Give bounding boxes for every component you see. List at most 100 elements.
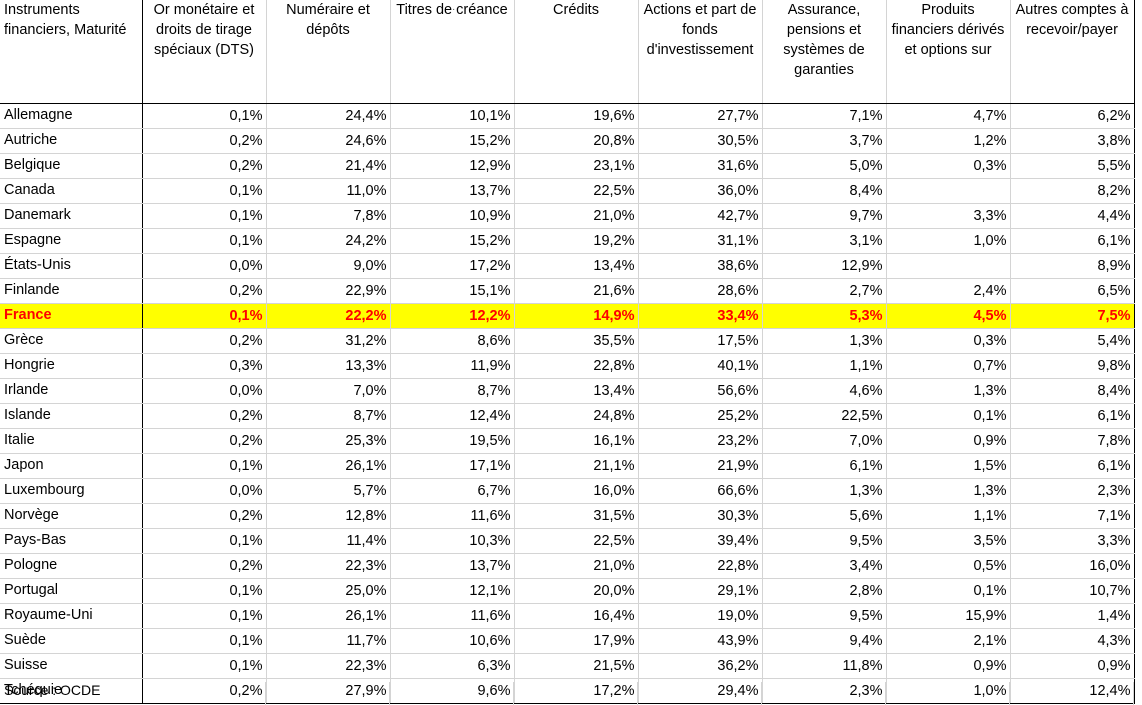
country-cell[interactable]: Pays-Bas	[0, 528, 143, 554]
value-cell[interactable]: 19,2%	[514, 228, 639, 254]
header-cell[interactable]: Instruments financiers, Maturité	[0, 0, 143, 104]
value-cell[interactable]: 7,0%	[266, 378, 391, 404]
country-cell[interactable]: Islande	[0, 403, 143, 429]
value-cell[interactable]: 6,2%	[1010, 103, 1135, 129]
value-cell[interactable]: 25,3%	[266, 428, 391, 454]
value-cell[interactable]: 6,7%	[390, 478, 515, 504]
value-cell[interactable]: 3,8%	[1010, 128, 1135, 154]
value-cell[interactable]	[886, 253, 1011, 279]
value-cell[interactable]: 0,5%	[886, 553, 1011, 579]
value-cell[interactable]: 13,4%	[514, 253, 639, 279]
country-cell[interactable]: Tchéquie	[0, 678, 143, 704]
value-cell[interactable]: 31,5%	[514, 503, 639, 529]
value-cell[interactable]: 33,4%	[638, 303, 763, 329]
value-cell[interactable]: 16,0%	[1010, 553, 1135, 579]
value-cell[interactable]: 36,2%	[638, 653, 763, 679]
value-cell[interactable]: 24,2%	[266, 228, 391, 254]
value-cell[interactable]: 10,6%	[390, 628, 515, 654]
value-cell[interactable]: 5,3%	[762, 303, 887, 329]
value-cell[interactable]: 11,7%	[266, 628, 391, 654]
header-cell[interactable]: · Crédits	[514, 0, 639, 104]
value-cell[interactable]: 7,8%	[266, 203, 391, 229]
value-cell[interactable]: 22,2%	[266, 303, 391, 329]
value-cell[interactable]: 19,0%	[638, 603, 763, 629]
value-cell[interactable]: 4,7%	[886, 103, 1011, 129]
value-cell[interactable]: 22,5%	[514, 528, 639, 554]
value-cell[interactable]: 7,1%	[762, 103, 887, 129]
value-cell[interactable]: 0,2%	[142, 128, 267, 154]
value-cell[interactable]: 0,3%	[886, 328, 1011, 354]
value-cell[interactable]: 17,5%	[638, 328, 763, 354]
value-cell[interactable]: 20,8%	[514, 128, 639, 154]
value-cell[interactable]: 6,3%	[390, 653, 515, 679]
value-cell[interactable]: 7,5%	[1010, 303, 1135, 329]
value-cell[interactable]: 19,6%	[514, 103, 639, 129]
value-cell[interactable]: 9,5%	[762, 528, 887, 554]
value-cell[interactable]: 29,4%	[638, 678, 763, 704]
country-cell[interactable]: Allemagne	[0, 103, 143, 129]
value-cell[interactable]: 6,1%	[1010, 228, 1135, 254]
country-cell[interactable]: Luxembourg	[0, 478, 143, 504]
header-cell[interactable]: · Assurance, pensions et systèmes de gara…	[762, 0, 887, 104]
value-cell[interactable]: 1,0%	[886, 228, 1011, 254]
value-cell[interactable]: 0,1%	[886, 403, 1011, 429]
value-cell[interactable]: 0,0%	[142, 253, 267, 279]
value-cell[interactable]: 2,7%	[762, 278, 887, 304]
value-cell[interactable]: 6,1%	[762, 453, 887, 479]
value-cell[interactable]: 3,4%	[762, 553, 887, 579]
value-cell[interactable]: 15,1%	[390, 278, 515, 304]
value-cell[interactable]: 22,3%	[266, 653, 391, 679]
country-cell[interactable]: Italie	[0, 428, 143, 454]
country-cell[interactable]: Norvège	[0, 503, 143, 529]
value-cell[interactable]: 8,2%	[1010, 178, 1135, 204]
value-cell[interactable]: 0,0%	[142, 378, 267, 404]
value-cell[interactable]: 1,4%	[1010, 603, 1135, 629]
header-cell[interactable]: · Produits financiers dérivés et options …	[886, 0, 1011, 104]
value-cell[interactable]: 0,3%	[142, 353, 267, 379]
value-cell[interactable]: 22,8%	[638, 553, 763, 579]
value-cell[interactable]: 17,1%	[390, 453, 515, 479]
value-cell[interactable]: 2,3%	[1010, 478, 1135, 504]
value-cell[interactable]: 9,7%	[762, 203, 887, 229]
country-cell[interactable]: Canada	[0, 178, 143, 204]
value-cell[interactable]: 4,5%	[886, 303, 1011, 329]
value-cell[interactable]: 0,3%	[886, 153, 1011, 179]
value-cell[interactable]: 0,1%	[886, 578, 1011, 604]
value-cell[interactable]: 3,1%	[762, 228, 887, 254]
country-cell[interactable]: Autriche	[0, 128, 143, 154]
value-cell[interactable]: 13,4%	[514, 378, 639, 404]
value-cell[interactable]: 0,1%	[142, 603, 267, 629]
value-cell[interactable]: 26,1%	[266, 453, 391, 479]
value-cell[interactable]: 0,2%	[142, 403, 267, 429]
value-cell[interactable]: 0,0%	[142, 478, 267, 504]
value-cell[interactable]: 14,9%	[514, 303, 639, 329]
value-cell[interactable]: 39,4%	[638, 528, 763, 554]
value-cell[interactable]: 9,6%	[390, 678, 515, 704]
value-cell[interactable]: 30,3%	[638, 503, 763, 529]
country-cell[interactable]: Finlande	[0, 278, 143, 304]
value-cell[interactable]: 9,5%	[762, 603, 887, 629]
value-cell[interactable]: 11,0%	[266, 178, 391, 204]
value-cell[interactable]: 7,8%	[1010, 428, 1135, 454]
value-cell[interactable]: 56,6%	[638, 378, 763, 404]
value-cell[interactable]: 21,4%	[266, 153, 391, 179]
value-cell[interactable]: 0,1%	[142, 303, 267, 329]
value-cell[interactable]: 66,6%	[638, 478, 763, 504]
value-cell[interactable]: 12,4%	[390, 403, 515, 429]
value-cell[interactable]: 16,4%	[514, 603, 639, 629]
value-cell[interactable]: 3,5%	[886, 528, 1011, 554]
value-cell[interactable]: 22,9%	[266, 278, 391, 304]
header-cell[interactable]: · Actions et part de fonds d'investisseme…	[638, 0, 763, 104]
value-cell[interactable]: 13,3%	[266, 353, 391, 379]
value-cell[interactable]: 24,8%	[514, 403, 639, 429]
country-cell[interactable]: Irlande	[0, 378, 143, 404]
value-cell[interactable]: 4,3%	[1010, 628, 1135, 654]
value-cell[interactable]: 5,0%	[762, 153, 887, 179]
value-cell[interactable]: 28,6%	[638, 278, 763, 304]
value-cell[interactable]: 12,8%	[266, 503, 391, 529]
value-cell[interactable]: 2,4%	[886, 278, 1011, 304]
value-cell[interactable]: 11,8%	[762, 653, 887, 679]
value-cell[interactable]: 40,1%	[638, 353, 763, 379]
value-cell[interactable]: 9,0%	[266, 253, 391, 279]
value-cell[interactable]: 2,3%	[762, 678, 887, 704]
